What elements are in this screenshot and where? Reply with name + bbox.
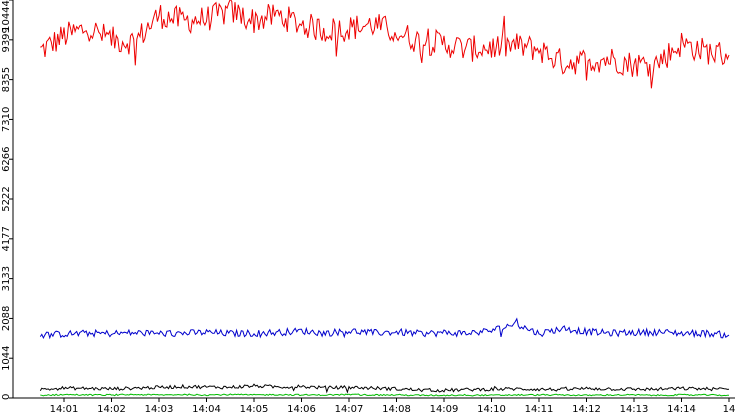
x-tick-label: 14 (723, 404, 735, 415)
series-line-2 (39, 383, 730, 394)
x-tick-labels: 14:01 14:02 14:03 14:04 14:05 14:06 14:07 14:08… (50, 398, 735, 415)
x-tick-label: 14:03 (145, 404, 174, 415)
y-tick-label: 4177 (1, 226, 12, 251)
series-line-0 (40, 0, 730, 89)
x-tick-label: 14:10 (477, 404, 506, 415)
y-tick-label: 5222 (1, 186, 12, 211)
y-tick-label: 3133 (1, 266, 12, 291)
x-tick-label: 14:06 (287, 404, 316, 415)
series-layer (39, 0, 730, 397)
x-tick-label: 14:04 (192, 404, 221, 415)
series-line-3 (40, 393, 730, 397)
y-tick-label: 8355 (1, 67, 12, 92)
x-tick-label: 14:05 (240, 404, 269, 415)
y-tick-label: 6266 (1, 146, 12, 171)
x-tick-label: 14:09 (430, 404, 459, 415)
y-tick-labels: 0 1044 2088 3133 4177 5222 6266 7310 8355 9399104… (1, 0, 13, 400)
x-tick-label: 14:02 (97, 404, 126, 415)
series-line-1 (39, 317, 730, 340)
x-tick-label: 14:01 (50, 404, 79, 415)
x-tick-label: 14:13 (620, 404, 649, 415)
x-tick-label: 14:12 (572, 404, 601, 415)
y-tick-label: 2088 (1, 306, 12, 331)
y-tick-label: 1044 (1, 345, 12, 370)
x-tick-label: 14:08 (382, 404, 411, 415)
y-tick-label: 0 (1, 394, 12, 400)
x-tick-label: 14:14 (667, 404, 696, 415)
y-tick-label: 10444 (1, 0, 12, 32)
axes-layer (12, 0, 735, 399)
x-tick-label: 14:07 (335, 404, 364, 415)
y-tick-label: 7310 (1, 107, 12, 132)
y-tick-label: 9399 (1, 27, 12, 52)
x-tick-label: 14:11 (525, 404, 554, 415)
